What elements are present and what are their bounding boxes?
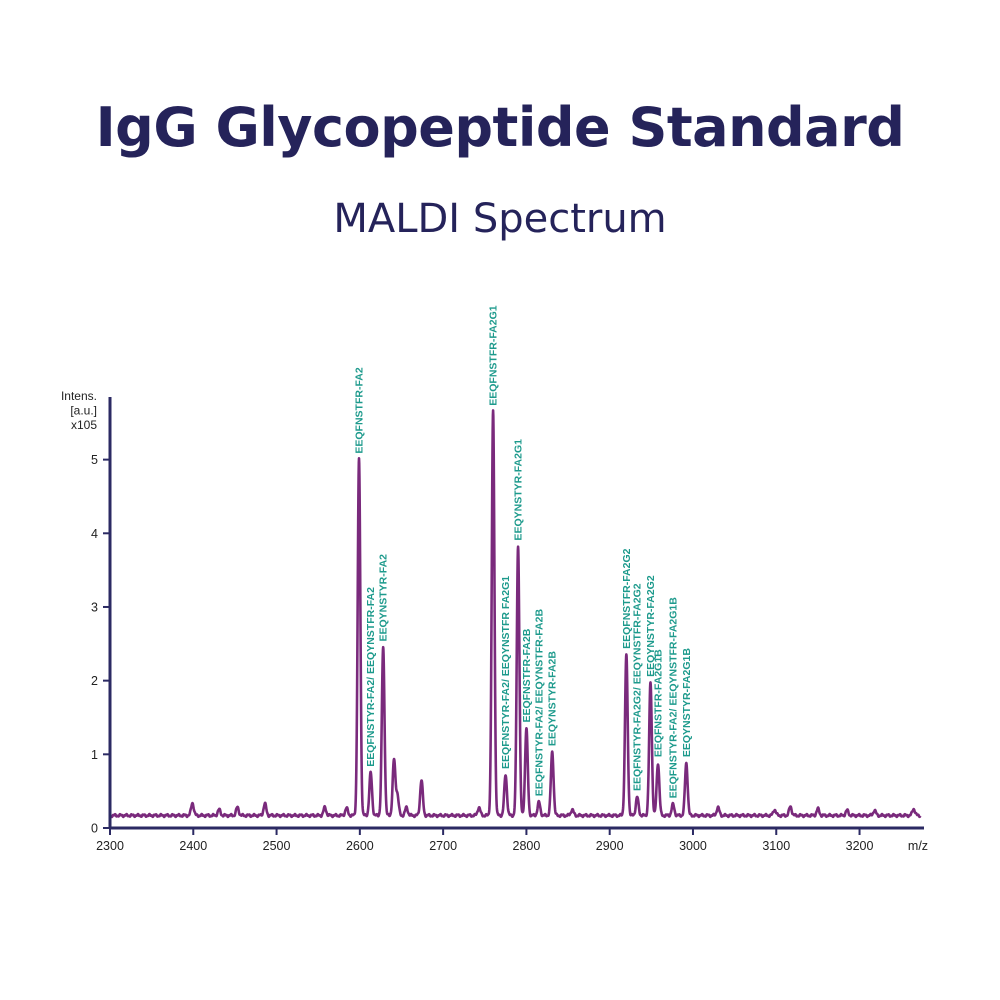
chart-title: IgG Glycopeptide Standard [95, 96, 905, 159]
peak-label: EEQYNSTYR-FA2 [378, 554, 390, 642]
peak-label: EEQFNSTYR-FA2/ EEQYNSTFR-FA2 [365, 587, 377, 767]
y-tick-label: 5 [91, 453, 98, 467]
y-tick-label: 2 [91, 674, 98, 688]
y-tick-label: 3 [91, 600, 98, 614]
y-tick-label: 0 [91, 822, 98, 836]
peak-label: EEQFNSTFR-FA2G1B [652, 649, 664, 757]
peak-label: EEQFNSTFR-FA2 [354, 367, 366, 453]
x-tick-label: 2300 [96, 839, 124, 853]
peak-label: EEQFNSTYR-FA2/ EEQYNSTFR-FA2G1B [667, 597, 679, 799]
y-axis-label-line: [a.u.] [70, 404, 97, 418]
peak-label: EEQYNSTYR-FA2G1 [513, 439, 525, 541]
x-axis-label: m/z [908, 839, 928, 853]
y-axis-label-line: Intens. [61, 389, 97, 403]
x-tick-label: 2700 [429, 839, 457, 853]
y-axis-ticks: 0 1 2 3 4 5 [91, 453, 110, 836]
peak-label: EEQYNSTYR-FA2G1B [681, 648, 693, 758]
peak-label: EEQFNSTFR-FA2B [521, 628, 533, 722]
x-tick-label: 2900 [596, 839, 624, 853]
y-axis-label: Intens.[a.u.]x105 [61, 389, 97, 432]
peak-label: EEQFNSTYR-FA2G2/ EEQYNSTFR-FA2G2 [632, 583, 644, 791]
x-tick-label: 2600 [346, 839, 374, 853]
spectrum-trace [109, 409, 922, 819]
y-axis-label-line: x105 [71, 418, 97, 432]
x-tick-label: 3200 [846, 839, 874, 853]
peak-label: EEQYNSTYR-FA2B [547, 651, 559, 747]
y-tick-label: 4 [91, 527, 98, 541]
x-axis-ticks: 2300 2400 2500 2600 2700 2800 2900 3000 3100 3200 [96, 828, 873, 853]
peak-label: EEQYNSTYR-FA2G2 [645, 575, 657, 677]
x-tick-label: 3000 [679, 839, 707, 853]
peak-label: EEQFNSTYR-FA2/ EEQYNSTFR FA2G1 [500, 576, 512, 769]
chart-subtitle: MALDI Spectrum [333, 196, 667, 242]
x-tick-label: 3100 [762, 839, 790, 853]
peak-label: EEQFNSTFR-FA2G1 [488, 305, 500, 406]
x-tick-label: 2500 [263, 839, 291, 853]
peak-label: EEQFNSTYR-FA2/ EEQYNSTFR-FA2B [533, 609, 545, 797]
x-tick-label: 2400 [179, 839, 207, 853]
y-tick-label: 1 [91, 748, 98, 762]
peak-label: EEQFNSTFR-FA2G2 [621, 548, 633, 649]
peak-annotations: EEQFNSTFR-FA2 EEQFNSTYR-FA2/ EEQYNSTFR-FA… [354, 305, 693, 798]
x-tick-label: 2800 [513, 839, 541, 853]
